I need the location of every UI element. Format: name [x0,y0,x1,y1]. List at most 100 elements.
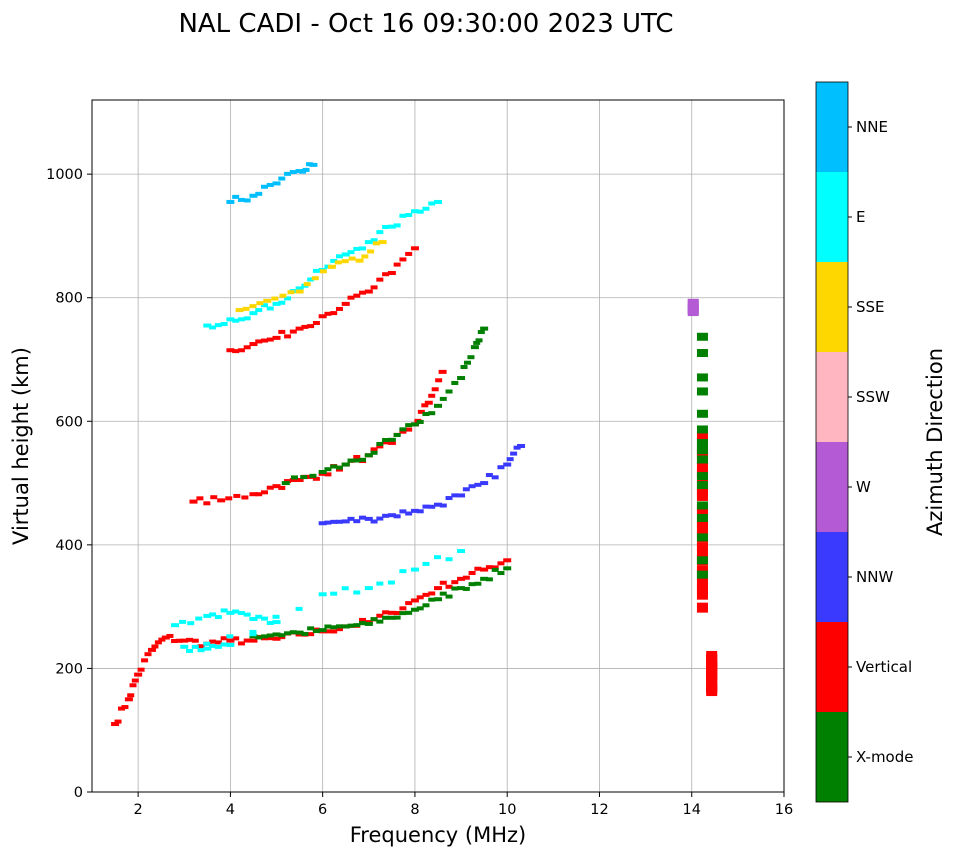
data-point [226,348,235,353]
data-point [214,644,222,649]
data-point [364,586,373,591]
data-point [364,453,373,458]
data-point [696,409,708,418]
data-point [696,455,708,464]
data-point [497,561,505,566]
data-point [312,629,320,634]
data-point [179,619,187,624]
data-point [376,277,384,282]
data-point [434,597,442,602]
data-point [424,400,433,405]
data-point [467,355,475,360]
data-point [417,409,425,414]
data-point [226,642,235,647]
series-third-hop-sse [235,240,387,313]
data-point [475,338,483,343]
colorbar-category-label: SSE [856,298,885,316]
data-point [439,591,447,596]
data-point [370,447,378,452]
data-point [474,581,482,586]
data-point [399,606,407,611]
data-point [353,590,361,595]
data-point [370,617,378,622]
data-point [451,580,459,585]
data-point [272,335,281,340]
data-point [359,246,367,251]
data-point [370,238,378,243]
data-point [410,567,419,572]
data-point [506,457,514,462]
data-point [249,638,258,643]
data-point [318,469,327,474]
data-point [428,591,436,596]
data-point [480,326,489,331]
data-point [696,501,708,510]
data-point [470,345,479,350]
data-point [428,597,436,602]
chart-title: NAL CADI - Oct 16 09:30:00 2023 UTC [178,9,673,39]
data-point [451,380,459,385]
data-point [249,304,257,309]
data-point [491,565,499,570]
colorbar-swatch-sse [816,262,848,352]
data-point [422,504,430,509]
data-point [290,475,298,480]
y-tick-label: 0 [74,785,83,801]
data-point [457,493,466,498]
x-tick-label: 8 [410,802,419,818]
data-point [330,629,338,634]
data-point [324,629,332,634]
colorbar-category-label: W [856,478,871,496]
data-point [364,516,373,521]
data-point [364,621,373,626]
data-point [261,634,268,639]
data-point [382,610,390,615]
data-point [477,330,485,335]
data-point [503,462,512,467]
data-point [353,454,361,459]
data-point [405,610,413,615]
data-point [445,557,453,562]
data-point [272,301,281,306]
data-point [312,476,320,481]
data-point [220,642,228,647]
data-point [341,519,350,524]
data-point [428,411,436,416]
data-point [367,249,375,254]
data-point [393,611,401,616]
y-axis-label: Virtual height (km) [9,347,33,545]
data-point [696,431,708,440]
data-point [399,611,407,616]
data-point [445,584,453,589]
data-point [451,493,459,498]
data-point [416,606,424,611]
data-point [359,290,367,295]
data-point [266,485,274,490]
data-point [503,558,512,563]
data-point [295,606,303,611]
data-point [203,613,212,618]
data-point [696,565,708,574]
data-point [166,633,174,638]
data-point [468,582,476,587]
data-point [462,575,470,580]
data-point [696,462,708,471]
data-point [473,340,481,345]
data-point [180,644,189,649]
data-point [341,462,350,467]
data-point [324,472,332,477]
data-point [220,608,228,613]
data-point [327,264,336,269]
data-point [361,254,369,259]
data-point [399,429,407,434]
data-point [696,591,708,600]
data-point [278,633,286,638]
data-point [203,501,211,506]
data-point [225,496,233,501]
data-point [272,620,281,625]
data-point [457,376,466,381]
y-tick-label: 200 [55,661,83,677]
data-point [706,659,718,668]
data-point [434,555,441,560]
data-point [376,441,384,446]
